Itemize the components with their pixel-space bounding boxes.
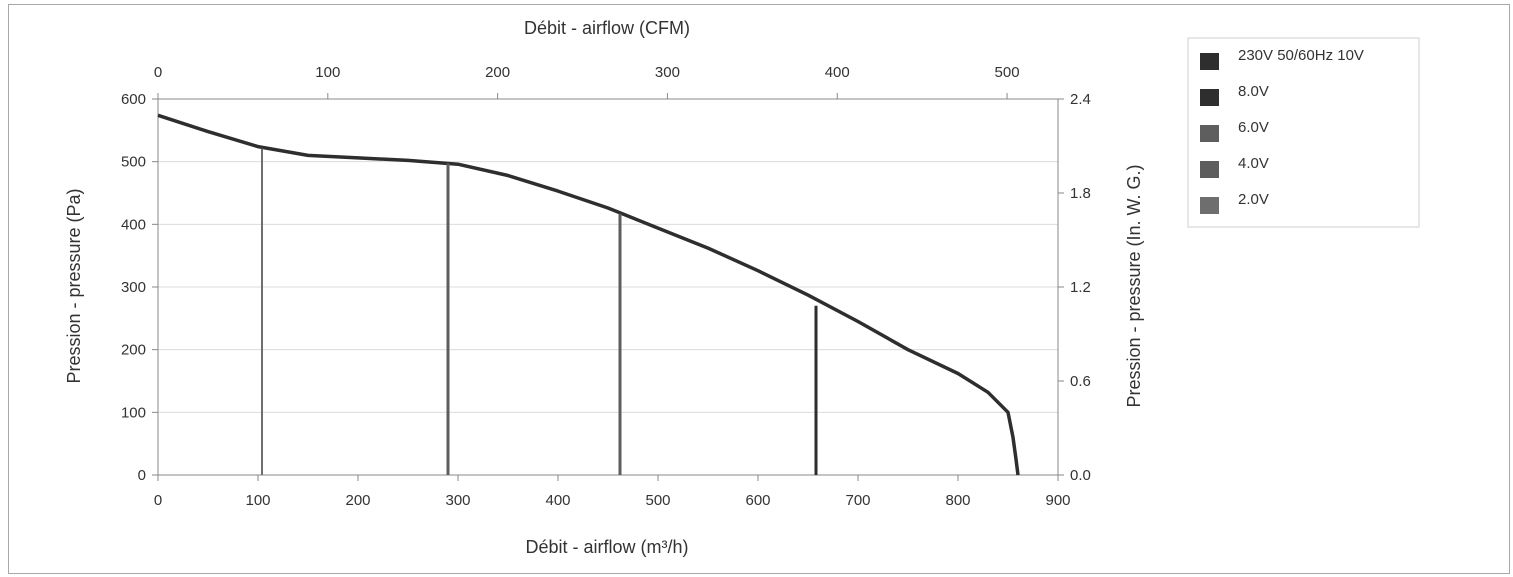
x-tick-label-top: 500 [995,64,1020,81]
x-tick-label-bottom: 200 [345,492,370,509]
x-tick-label-bottom: 400 [545,492,570,509]
y-tick-label-left: 300 [121,279,146,296]
y-tick-label-left: 100 [121,404,146,421]
x-tick-label-bottom: 700 [845,492,870,509]
legend-swatch [1200,161,1219,178]
legend-swatch [1200,53,1219,70]
legend-swatch [1200,197,1219,214]
legend-swatch [1200,125,1219,142]
legend-label: 230V 50/60Hz 10V [1238,47,1364,64]
x-axis-title-bottom: Débit - airflow (m³/h) [525,537,688,557]
x-axis-title-top: Débit - airflow (CFM) [524,18,690,38]
legend-label: 8.0V [1238,83,1269,100]
y-tick-label-right: 0.6 [1070,373,1091,390]
x-tick-label-bottom: 300 [445,492,470,509]
y-tick-label-right: 1.8 [1070,185,1091,202]
x-tick-label-bottom: 900 [1045,492,1070,509]
axes [152,93,1064,481]
series-line [157,113,1020,476]
x-tick-label-bottom: 800 [945,492,970,509]
legend-label: 6.0V [1238,119,1269,136]
y-tick-label-right: 0.0 [1070,467,1091,484]
x-tick-label-top: 100 [315,64,340,81]
grid-lines [158,98,1058,413]
x-tick-label-top: 300 [655,64,680,81]
y-tick-label-left: 600 [121,91,146,108]
y-tick-label-right: 1.2 [1070,279,1091,296]
y-axis-title-right: Pression - pressure (In. W. G.) [1124,164,1144,407]
y-tick-label-left: 400 [121,216,146,233]
y-tick-label-left: 500 [121,154,146,171]
legend-box [1187,37,1420,228]
legend: 230V 50/60Hz 10V 8.0V 6.0V 4.0V 2.0V [1187,37,1420,228]
y-tick-label-left: 200 [121,342,146,359]
x-tick-label-bottom: 100 [245,492,270,509]
legend-label: 2.0V [1238,191,1269,208]
tick-labels: 0 100 200 300 400 500 600 0.0 0.6 1.2 1.8 2.4 0 100 20… [121,64,1091,509]
legend-swatch [1200,89,1219,106]
series-group [157,113,1020,476]
x-tick-label-top: 400 [825,64,850,81]
x-tick-label-top: 200 [485,64,510,81]
y-tick-label-right: 2.4 [1070,91,1091,108]
x-tick-label-bottom: 500 [645,492,670,509]
legend-label: 4.0V [1238,155,1269,172]
x-tick-label-bottom: 0 [154,492,162,509]
y-axis-title-left: Pression - pressure (Pa) [64,188,84,383]
x-tick-label-top: 0 [154,64,162,81]
x-tick-label-bottom: 600 [745,492,770,509]
y-tick-label-left: 0 [138,467,146,484]
